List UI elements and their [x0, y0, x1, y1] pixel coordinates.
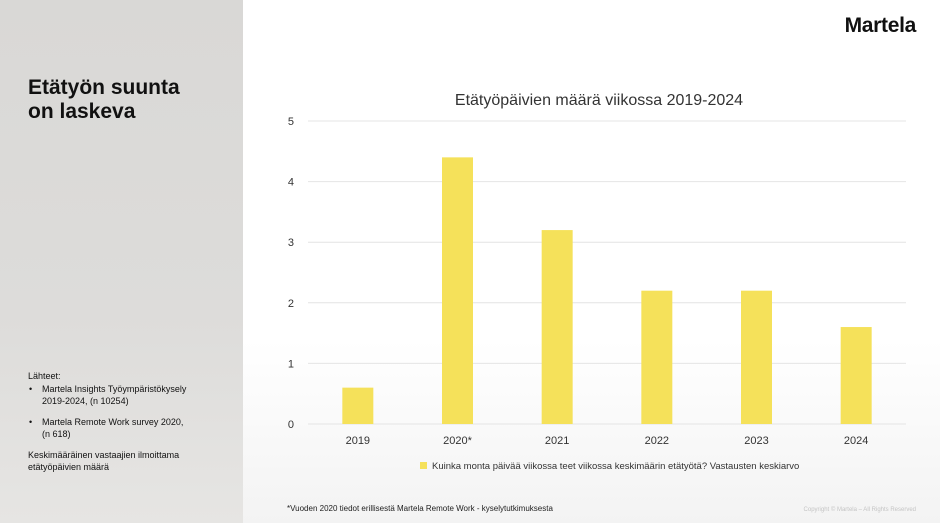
- bar-chart: Etätyöpäivien määrä viikossa 2019-2024 0 1…: [288, 92, 906, 472]
- legend-label: Kuinka monta päivää viikossa teet viikos…: [432, 461, 799, 472]
- slide-title: Etätyön suunta on laskeva: [28, 76, 180, 123]
- sources-list: Martela Insights Työympäristökysely 2019…: [28, 383, 233, 440]
- y-tick-label: 5: [288, 116, 294, 128]
- y-tick-label: 4: [288, 177, 294, 189]
- sources-header: Lähteet:: [28, 371, 61, 381]
- x-tick-label: 2023: [744, 435, 768, 447]
- copyright: Copyright © Martela – All Rights Reserve…: [803, 507, 916, 513]
- bar-2020*: [442, 157, 473, 425]
- x-tick-label: 2024: [844, 435, 868, 447]
- chart-title: Etätyöpäivien määrä viikossa 2019-2024: [455, 92, 743, 109]
- legend-swatch: [420, 462, 427, 469]
- source-item: Martela Remote Work survey 2020, (n 618): [29, 416, 233, 440]
- sources-block: Lähteet: Martela Insights Työympäristöky…: [28, 370, 233, 473]
- bar-2024: [840, 327, 872, 424]
- bar-2022: [641, 290, 673, 424]
- y-tick-label: 0: [288, 419, 294, 431]
- x-tick-label: 2019: [346, 435, 370, 447]
- y-tick-label: 2: [288, 298, 294, 310]
- source-item: Martela Insights Työympäristökysely 2019…: [29, 383, 233, 407]
- x-tick-label: 2020*: [443, 435, 472, 447]
- main-content: Martela Etätyöpäivien määrä viikossa 201…: [243, 0, 940, 523]
- bar-2019: [342, 387, 374, 424]
- y-tick-label: 3: [288, 237, 294, 249]
- y-tick-label: 1: [288, 358, 294, 370]
- x-tick-label: 2022: [645, 435, 669, 447]
- sidebar-panel: Etätyön suunta on laskeva Lähteet: Marte…: [0, 0, 243, 523]
- footnote: *Vuoden 2020 tiedot erillisestä Martela …: [287, 504, 553, 513]
- sources-note: Keskimääräinen vastaajien ilmoittama etä…: [28, 450, 180, 472]
- martela-logo: Martela: [844, 14, 917, 37]
- x-tick-label: 2021: [545, 435, 569, 447]
- bar-2021: [541, 230, 573, 424]
- bar-2023: [741, 290, 772, 424]
